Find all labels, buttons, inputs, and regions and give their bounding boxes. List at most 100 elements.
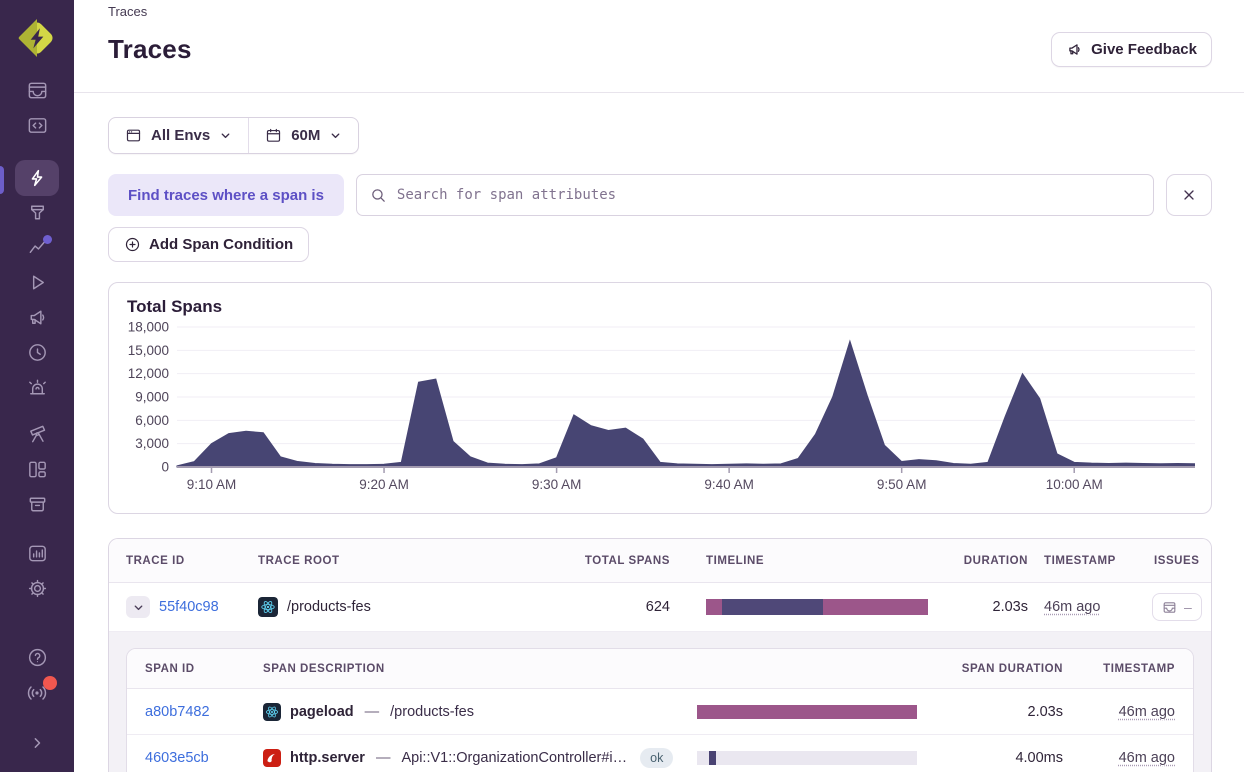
sidebar-item-insights[interactable] — [0, 195, 74, 230]
time-range-filter-button[interactable]: 60M — [248, 118, 358, 153]
trace-timeline-bar — [706, 599, 928, 615]
query-builder-pill: Find traces where a span is — [108, 174, 344, 216]
svg-text:9:20 AM: 9:20 AM — [359, 477, 409, 492]
col-issues: ISSUES — [1152, 555, 1199, 567]
megaphone-icon — [26, 306, 49, 329]
sidebar-item-feedback[interactable] — [0, 300, 74, 335]
chevron-down-icon — [329, 129, 342, 142]
add-span-condition-label: Add Span Condition — [149, 236, 293, 253]
stats-icon — [26, 542, 49, 565]
span-row[interactable]: 4603e5cb http.server — Api::V1::Organiza… — [127, 735, 1193, 772]
sidebar-item-projects[interactable] — [0, 108, 74, 143]
trace-id-link[interactable]: 55f40c98 — [159, 599, 219, 615]
span-op: pageload — [290, 704, 354, 720]
sentry-logo[interactable] — [13, 14, 61, 62]
environment-filter-button[interactable]: All Envs — [109, 118, 248, 153]
add-span-condition-button[interactable]: Add Span Condition — [108, 227, 309, 262]
trace-issues-button[interactable]: – — [1152, 593, 1202, 621]
sidebar-item-discover[interactable] — [0, 417, 74, 452]
clock-icon — [26, 341, 49, 364]
sidebar-item-settings[interactable] — [0, 571, 74, 606]
col-span-duration: SPAN DURATION — [917, 663, 1063, 675]
span-duration-bar — [697, 705, 917, 719]
sidebar-item-stats[interactable] — [0, 536, 74, 571]
main-content: Traces Traces Give Feedback All Envs — [74, 0, 1244, 772]
svg-text:9:40 AM: 9:40 AM — [704, 477, 754, 492]
svg-text:9:50 AM: 9:50 AM — [877, 477, 927, 492]
close-icon — [1181, 187, 1197, 203]
sidebar-item-performance[interactable] — [0, 230, 74, 265]
breadcrumb[interactable]: Traces — [108, 4, 1212, 19]
sidebar-item-help[interactable] — [0, 640, 74, 675]
active-nav-pill — [15, 160, 59, 196]
traces-table-header: TRACE ID TRACE ROOT TOTAL SPANS TIMELINE… — [109, 539, 1211, 583]
span-timestamp[interactable]: 46m ago — [1119, 750, 1175, 766]
span-row[interactable]: a80b7482 pageload — [127, 689, 1193, 735]
svg-text:6,000: 6,000 — [135, 413, 169, 428]
sentry-logo-icon — [14, 15, 60, 61]
svg-text:18,000: 18,000 — [128, 320, 169, 335]
sidebar-collapse-button[interactable] — [0, 725, 74, 760]
plus-circle-icon — [124, 236, 141, 253]
content-area: All Envs 60M Find traces where a span is — [74, 93, 1244, 772]
span-id-link[interactable]: a80b7482 — [145, 704, 210, 720]
sidebar-item-dashboards[interactable] — [0, 452, 74, 487]
traces-table: TRACE ID TRACE ROOT TOTAL SPANS TIMELINE… — [108, 538, 1212, 772]
search-input[interactable] — [397, 175, 1140, 215]
col-timestamp: TIMESTAMP — [1028, 555, 1152, 567]
collapse-trace-button[interactable] — [126, 596, 150, 618]
col-duration: DURATION — [962, 555, 1028, 567]
projects-icon — [26, 114, 49, 137]
page-title: Traces — [108, 34, 192, 65]
react-icon — [258, 597, 278, 617]
total-spans-chart: 03,0006,0009,00012,00015,00018,0009:10 A… — [127, 319, 1195, 495]
svg-text:9:10 AM: 9:10 AM — [187, 477, 237, 492]
sidebar-item-crons[interactable] — [0, 335, 74, 370]
archive-box-icon — [26, 493, 49, 516]
issues-icon — [26, 79, 49, 102]
environment-filter-label: All Envs — [151, 127, 210, 144]
col-span-description: SPAN DESCRIPTION — [263, 663, 677, 675]
chevron-right-icon — [27, 733, 47, 753]
sidebar-item-issues[interactable] — [0, 73, 74, 108]
span-attribute-search[interactable] — [356, 174, 1154, 216]
gear-icon — [26, 577, 49, 600]
col-trace-id: TRACE ID — [126, 555, 258, 567]
chevron-down-icon — [219, 129, 232, 142]
svg-text:9:30 AM: 9:30 AM — [532, 477, 582, 492]
trace-timestamp[interactable]: 46m ago — [1044, 599, 1100, 615]
sidebar-item-alerts[interactable] — [0, 370, 74, 405]
span-description: /products-fes — [390, 704, 474, 720]
insights-icon — [26, 201, 49, 224]
search-icon — [370, 187, 387, 204]
col-timeline: TIMELINE — [670, 555, 962, 567]
filter-group: All Envs 60M — [108, 117, 359, 154]
trace-row[interactable]: 55f40c98 /products-fes 624 — [109, 583, 1211, 632]
span-id-link[interactable]: 4603e5cb — [145, 750, 209, 766]
clear-search-button[interactable] — [1166, 174, 1212, 216]
span-timestamp[interactable]: 46m ago — [1119, 704, 1175, 720]
help-question-icon — [26, 646, 49, 669]
react-icon — [263, 703, 281, 721]
give-feedback-button[interactable]: Give Feedback — [1051, 32, 1212, 67]
span-status-badge: ok — [640, 748, 673, 768]
span-duration: 2.03s — [917, 704, 1063, 720]
sidebar-item-replays[interactable] — [0, 265, 74, 300]
query-builder-row: Find traces where a span is — [108, 174, 1212, 216]
sidebar-item-broadcasts[interactable] — [0, 675, 74, 710]
sidebar — [0, 0, 74, 772]
svg-text:0: 0 — [161, 460, 169, 475]
total-spans-value: 624 — [546, 599, 670, 615]
spans-table-header: SPAN ID SPAN DESCRIPTION SPAN DURATION T… — [127, 649, 1193, 689]
sidebar-item-traces[interactable] — [0, 160, 74, 195]
expanded-trace-section: SPAN ID SPAN DESCRIPTION SPAN DURATION T… — [109, 632, 1211, 772]
performance-notification-dot — [43, 235, 52, 244]
issues-icon — [1162, 600, 1177, 615]
chart-title: Total Spans — [127, 297, 1193, 317]
svg-text:15,000: 15,000 — [128, 343, 169, 358]
megaphone-icon — [1066, 41, 1083, 58]
broadcasts-notification-dot — [43, 676, 57, 690]
sidebar-item-releases[interactable] — [0, 487, 74, 522]
svg-text:10:00 AM: 10:00 AM — [1046, 477, 1103, 492]
calendar-icon — [265, 127, 282, 144]
